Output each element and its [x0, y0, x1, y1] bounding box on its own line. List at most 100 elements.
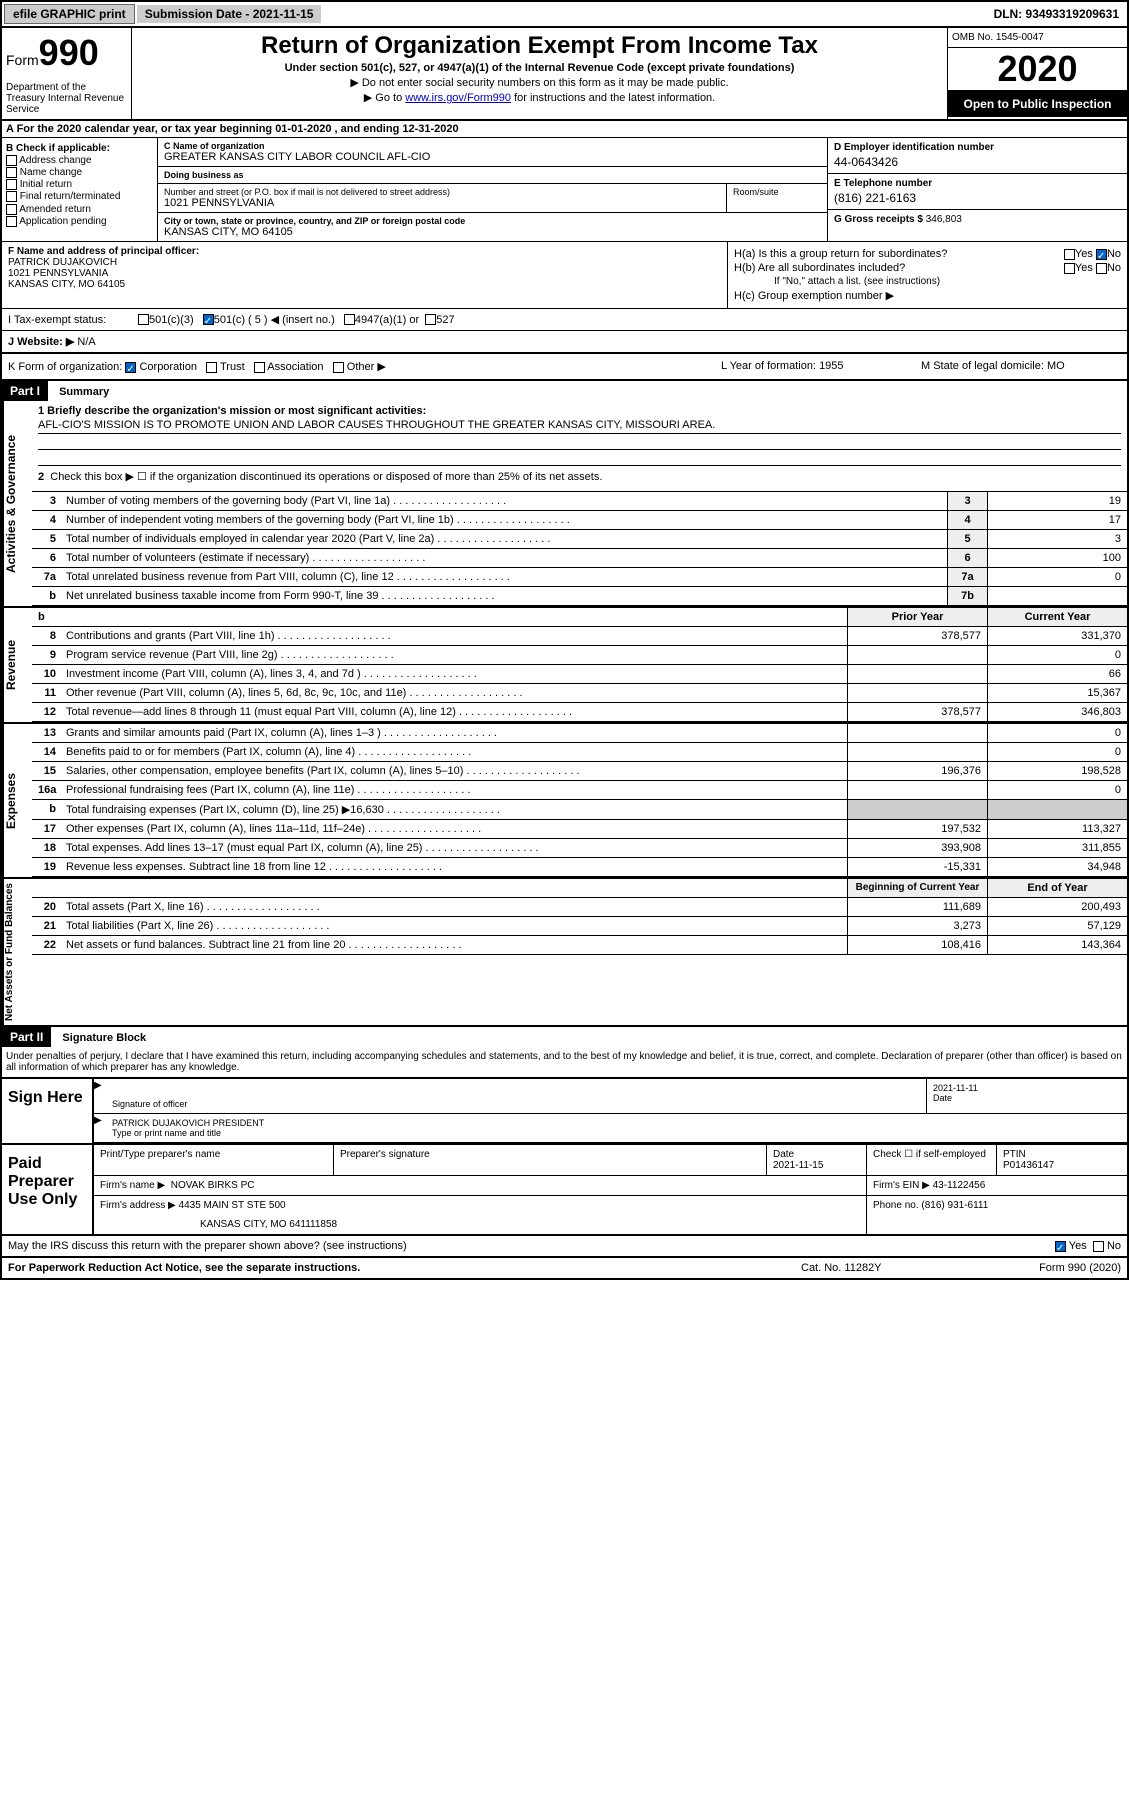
discuss-no-check[interactable] — [1093, 1241, 1104, 1252]
firm-addr: 4435 MAIN ST STE 500 — [179, 1200, 286, 1211]
prior-year-val — [847, 800, 987, 819]
phone-label: E Telephone number — [834, 178, 1121, 189]
line-num: 9 — [32, 646, 62, 664]
addr-label: Number and street (or P.O. box if mail i… — [164, 187, 720, 197]
check-pending[interactable] — [6, 216, 17, 227]
data-line: 9 Program service revenue (Part VIII, li… — [32, 646, 1127, 665]
line-box: 3 — [947, 492, 987, 510]
line-num: 7a — [32, 568, 62, 586]
efile-print-button[interactable]: efile GRAPHIC print — [4, 4, 135, 24]
check-amended[interactable] — [6, 204, 17, 215]
mission-blank-1 — [38, 434, 1121, 450]
form-990-container: efile GRAPHIC print Submission Date - 20… — [0, 0, 1129, 1280]
current-year-val: 34,948 — [987, 858, 1127, 876]
check-4947[interactable] — [344, 314, 355, 325]
prior-year-val: 196,376 — [847, 762, 987, 780]
arrow-icon-2 — [94, 1114, 106, 1142]
hb-note: If "No," attach a list. (see instruction… — [734, 276, 1121, 287]
label-final-return: Final return/terminated — [20, 192, 121, 203]
hb-no-check[interactable] — [1096, 263, 1107, 274]
part-i-netassets: Net Assets or Fund Balances Beginning of… — [2, 879, 1127, 1027]
part-i-revenue: Revenue b Prior Year Current Year 8 Cont… — [2, 608, 1127, 724]
data-line: 11 Other revenue (Part VIII, column (A),… — [32, 684, 1127, 703]
current-year-val: 0 — [987, 724, 1127, 742]
public-inspection: Open to Public Inspection — [948, 91, 1127, 117]
ha-no-label: No — [1107, 248, 1121, 260]
part-i-expenses: Expenses 13 Grants and similar amounts p… — [2, 724, 1127, 879]
label-501c3: 501(c)(3) — [149, 314, 194, 326]
prior-year-val — [847, 684, 987, 702]
hb-yes-check[interactable] — [1064, 263, 1075, 274]
line-num: 15 — [32, 762, 62, 780]
irs-link[interactable]: www.irs.gov/Form990 — [405, 92, 511, 104]
ha-yes-check[interactable] — [1064, 249, 1075, 260]
line-box: 4 — [947, 511, 987, 529]
line-text: Salaries, other compensation, employee b… — [62, 762, 847, 780]
current-year-val: 66 — [987, 665, 1127, 683]
check-527[interactable] — [425, 314, 436, 325]
line-num: 18 — [32, 839, 62, 857]
year-formation-label: L Year of formation: — [721, 360, 816, 372]
prior-year-val: 3,273 — [847, 917, 987, 935]
line-num: b — [32, 587, 62, 605]
discuss-label: May the IRS discuss this return with the… — [8, 1240, 407, 1252]
label-pending: Application pending — [19, 216, 106, 227]
discuss-row: May the IRS discuss this return with the… — [2, 1236, 1127, 1258]
check-corp[interactable] — [125, 362, 136, 373]
ha-no-check[interactable] — [1096, 249, 1107, 260]
begin-year-header: Beginning of Current Year — [847, 879, 987, 897]
part-i-governance: Activities & Governance 1 Briefly descri… — [2, 401, 1127, 608]
label-initial-return: Initial return — [20, 179, 72, 190]
header-right: OMB No. 1545-0047 2020 Open to Public In… — [947, 28, 1127, 119]
check-501c3[interactable] — [138, 314, 149, 325]
check-name-change[interactable] — [6, 167, 17, 178]
check-initial-return[interactable] — [6, 179, 17, 190]
check-address-change[interactable] — [6, 155, 17, 166]
line-num: 10 — [32, 665, 62, 683]
check-final-return[interactable] — [6, 191, 17, 202]
footer-catno: Cat. No. 11282Y — [801, 1262, 961, 1274]
tax-status-label: I Tax-exempt status: — [8, 314, 138, 326]
prep-name-label: Print/Type preparer's name — [100, 1149, 220, 1160]
line-num: 8 — [32, 627, 62, 645]
check-assoc[interactable] — [254, 362, 265, 373]
part-i-title: Summary — [59, 386, 109, 398]
line-text: Investment income (Part VIII, column (A)… — [62, 665, 847, 683]
data-line: 8 Contributions and grants (Part VIII, l… — [32, 627, 1127, 646]
check-trust[interactable] — [206, 362, 217, 373]
data-line: 19 Revenue less expenses. Subtract line … — [32, 858, 1127, 877]
firm-phone-label: Phone no. — [873, 1200, 919, 1211]
declaration-text: Under penalties of perjury, I declare th… — [2, 1047, 1127, 1079]
org-name-label: C Name of organization — [164, 141, 821, 151]
prior-year-val: 197,532 — [847, 820, 987, 838]
gross-label: G Gross receipts $ — [834, 214, 923, 225]
side-expenses: Expenses — [2, 724, 32, 877]
room-label: Room/suite — [733, 187, 821, 197]
data-line: 17 Other expenses (Part IX, column (A), … — [32, 820, 1127, 839]
part-i-badge: Part I — [2, 381, 48, 401]
section-c-org: C Name of organization GREATER KANSAS CI… — [157, 138, 827, 241]
state-domicile: MO — [1047, 360, 1065, 372]
year-formation: 1955 — [819, 360, 843, 372]
part-ii-heading: Part II Signature Block — [2, 1027, 1127, 1047]
line-num: 5 — [32, 530, 62, 548]
label-501c5: 501(c) ( 5 ) ◀ (insert no.) — [214, 313, 335, 326]
firm-ein: 43-1122456 — [933, 1180, 986, 1191]
officer-name: PATRICK DUJAKOVICH — [8, 257, 721, 268]
check-501c[interactable] — [203, 314, 214, 325]
section-j-website: J Website: ▶ N/A — [2, 331, 1127, 354]
sig-officer-label: Signature of officer — [112, 1099, 920, 1109]
check-other[interactable] — [333, 362, 344, 373]
form-header: Form990 Department of the Treasury Inter… — [2, 28, 1127, 121]
prior-year-val — [847, 646, 987, 664]
gross-value: 346,803 — [926, 214, 962, 225]
arrow-icon — [94, 1079, 106, 1113]
officer-city: KANSAS CITY, MO 64105 — [8, 279, 721, 290]
discuss-yes-check[interactable] — [1055, 1241, 1066, 1252]
firm-addr-label: Firm's address ▶ — [100, 1200, 176, 1211]
line-num: 3 — [32, 492, 62, 510]
ha-yes-label: Yes — [1075, 248, 1093, 260]
label-corp: Corporation — [139, 361, 196, 373]
sign-here-section: Sign Here Signature of officer 2021-11-1… — [2, 1079, 1127, 1145]
line-text: Net assets or fund balances. Subtract li… — [62, 936, 847, 954]
